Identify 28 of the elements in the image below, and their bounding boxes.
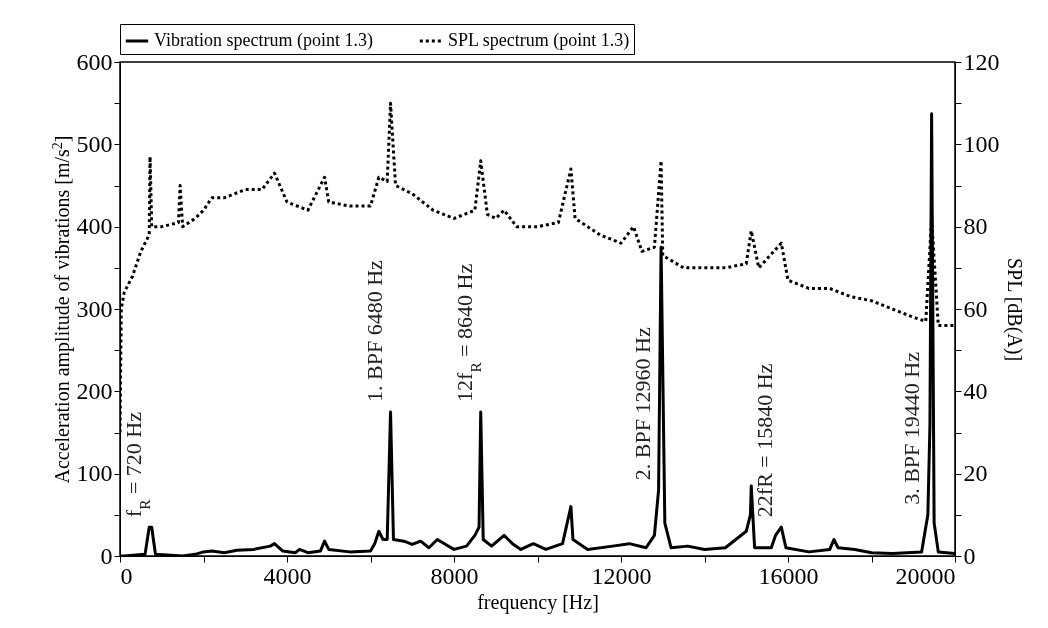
- x-tick-label: 12000: [591, 562, 652, 589]
- y2-tick-label: 0: [963, 542, 976, 569]
- x-tick-label: 8000: [430, 562, 479, 589]
- y2-tick-label: 80: [963, 213, 988, 240]
- y-tick-label: 600: [76, 48, 113, 75]
- x-tick-label: 0: [120, 562, 133, 589]
- y2-tick-label: 100: [963, 130, 1000, 157]
- x-tick-label: 16000: [758, 562, 819, 589]
- annotation: 22fR = 15840 Hz: [752, 363, 778, 518]
- y-tick-label: 500: [76, 130, 113, 157]
- y2-tick-label: 60: [963, 295, 988, 322]
- x-axis-title: frequency [Hz]: [477, 590, 599, 614]
- y2-tick-label: 20: [963, 460, 988, 487]
- y2-tick-label: 40: [963, 377, 988, 404]
- y-tick-label: 100: [76, 460, 113, 487]
- y-tick-label: 300: [76, 295, 113, 322]
- legend-label: SPL spectrum (point 1.3): [448, 30, 630, 51]
- y-tick-label: 200: [76, 377, 113, 404]
- y-tick-label: 400: [76, 213, 113, 240]
- x-tick-label: 20000: [895, 562, 956, 589]
- x-tick-label: 4000: [263, 562, 312, 589]
- annotation: 1. BPF 6480 Hz: [361, 259, 387, 402]
- legend-label: Vibration spectrum (point 1.3): [154, 30, 373, 51]
- annotation: 2. BPF 12960 Hz: [629, 327, 655, 481]
- y-tick-label: 0: [100, 542, 113, 569]
- y2-tick-label: 120: [963, 48, 1000, 75]
- annotation: 3. BPF 19440 Hz: [898, 351, 924, 505]
- y2-axis-title: SPL [dB(A)]: [1002, 257, 1026, 362]
